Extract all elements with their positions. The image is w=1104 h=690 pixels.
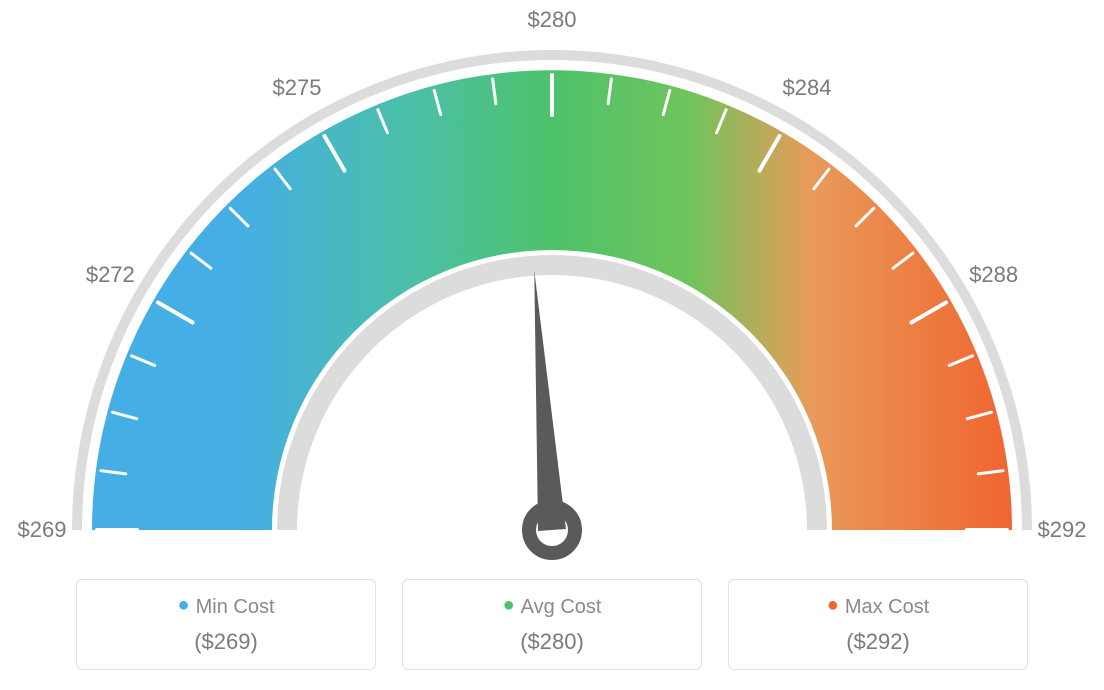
gauge-tick-label: $280 [528, 7, 577, 33]
gauge-svg [0, 0, 1104, 570]
legend-min: ● Min Cost ($269) [76, 579, 376, 670]
cost-gauge-chart: { "gauge": { "type": "gauge", "min_value… [0, 0, 1104, 690]
gauge-tick-label: $272 [86, 262, 135, 288]
dot-icon: ● [178, 594, 190, 616]
legend-row: ● Min Cost ($269) ● Avg Cost ($280) ● Max C… [0, 579, 1104, 670]
gauge-tick-label: $292 [1038, 517, 1087, 543]
legend-max-value: ($292) [729, 629, 1027, 655]
legend-min-title: ● Min Cost [77, 596, 375, 619]
legend-max: ● Max Cost ($292) [728, 579, 1028, 670]
gauge-tick-label: $284 [783, 75, 832, 101]
dot-icon: ● [503, 594, 515, 616]
gauge-tick-label: $275 [273, 75, 322, 101]
gauge-needle [534, 271, 566, 531]
legend-avg-title: ● Avg Cost [403, 596, 701, 619]
legend-avg-value: ($280) [403, 629, 701, 655]
dot-icon: ● [827, 594, 839, 616]
legend-avg-label: Avg Cost [521, 596, 602, 618]
gauge-tick-label: $288 [969, 262, 1018, 288]
legend-max-label: Max Cost [845, 596, 929, 618]
legend-max-title: ● Max Cost [729, 596, 1027, 619]
legend-min-label: Min Cost [196, 596, 275, 618]
gauge-area: $269 $272 $275 $280 $284 $288 $292 [0, 0, 1104, 570]
gauge-tick-label: $269 [18, 517, 67, 543]
legend-avg: ● Avg Cost ($280) [402, 579, 702, 670]
legend-min-value: ($269) [77, 629, 375, 655]
